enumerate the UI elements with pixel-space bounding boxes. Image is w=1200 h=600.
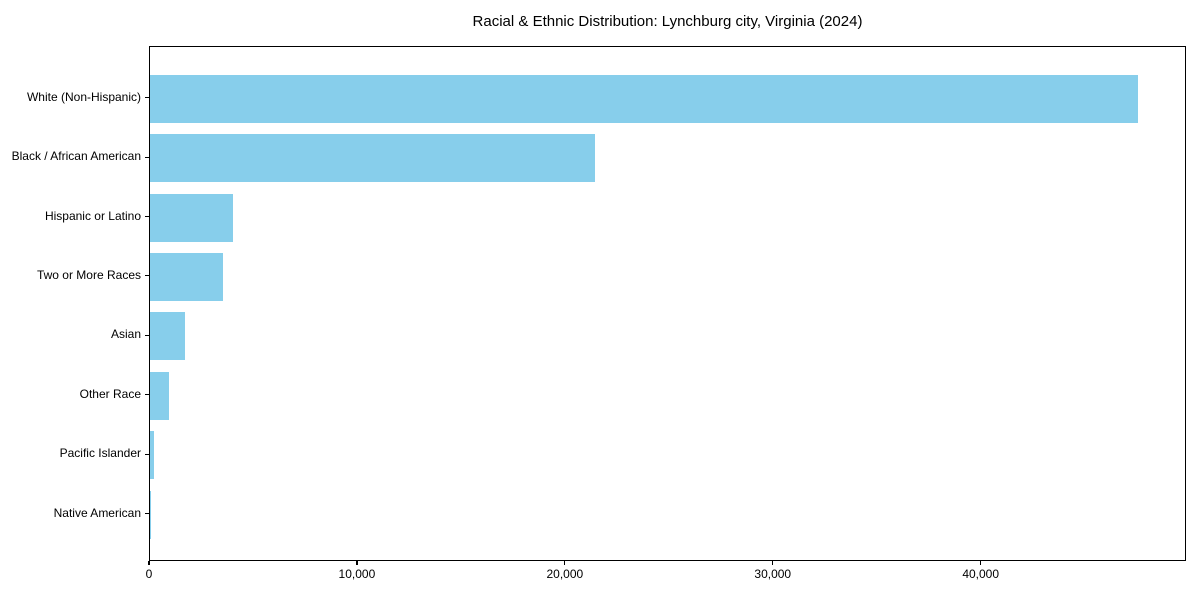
y-tick-mark-two-or-more-races xyxy=(145,275,149,277)
x-tick-mark-20,000 xyxy=(564,561,566,565)
y-tick-mark-asian xyxy=(145,334,149,336)
y-tick-label-pacific-islander: Pacific Islander xyxy=(59,446,141,461)
y-tick-label-asian: Asian xyxy=(110,327,141,342)
x-tick-label-40,000: 40,000 xyxy=(962,567,1000,581)
x-tick-mark-0 xyxy=(148,561,150,565)
y-tick-mark-white-non-hispanic xyxy=(145,97,149,99)
bar-native-american xyxy=(150,490,152,539)
x-tick-label-30,000: 30,000 xyxy=(754,567,792,581)
y-tick-label-black-african-american: Black / African American xyxy=(11,149,141,164)
y-tick-label-hispanic-or-latino: Hispanic or Latino xyxy=(44,208,141,223)
y-tick-label-other-race: Other Race xyxy=(79,386,141,401)
y-tick-label-native-american: Native American xyxy=(53,505,141,520)
x-tick-label-20,000: 20,000 xyxy=(546,567,584,581)
y-tick-mark-pacific-islander xyxy=(145,453,149,455)
x-tick-label-0: 0 xyxy=(145,567,153,581)
x-tick-mark-10,000 xyxy=(356,561,358,565)
bar-pacific-islander xyxy=(150,431,154,480)
bar-black-african-american xyxy=(150,134,595,183)
x-tick-mark-40,000 xyxy=(980,561,982,565)
x-tick-label-10,000: 10,000 xyxy=(338,567,376,581)
bar-other-race xyxy=(150,371,170,420)
bar-asian xyxy=(150,312,186,361)
y-tick-mark-other-race xyxy=(145,394,149,396)
bar-hispanic-or-latino xyxy=(150,193,234,242)
y-tick-label-two-or-more-races: Two or More Races xyxy=(36,267,141,282)
plot-area xyxy=(149,46,1186,561)
x-tick-mark-30,000 xyxy=(772,561,774,565)
bar-white-non-hispanic xyxy=(150,74,1138,123)
chart-title: Racial & Ethnic Distribution: Lynchburg … xyxy=(472,13,863,30)
y-tick-mark-native-american xyxy=(145,512,149,515)
y-tick-mark-hispanic-or-latino xyxy=(145,215,149,218)
y-tick-label-white-non-hispanic: White (Non-Hispanic) xyxy=(26,89,141,104)
y-tick-mark-black-african-american xyxy=(145,156,149,158)
bar-two-or-more-races xyxy=(150,252,223,301)
